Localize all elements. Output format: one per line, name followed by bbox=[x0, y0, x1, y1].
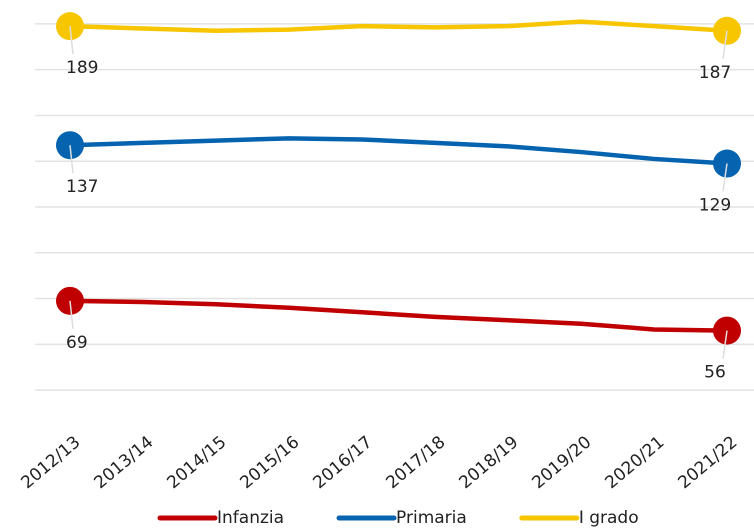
x-tick-label: 2020/21 bbox=[601, 432, 668, 493]
data-label: 129 bbox=[699, 196, 731, 216]
legend-label: Primaria bbox=[396, 508, 467, 528]
label-leader bbox=[722, 163, 728, 192]
data-label: 189 bbox=[66, 58, 98, 78]
x-tick-label: 2017/18 bbox=[382, 432, 449, 493]
series-line bbox=[69, 19, 728, 34]
label-leader bbox=[722, 30, 728, 59]
legend-label: Infanzia bbox=[217, 508, 284, 528]
data-label: 137 bbox=[66, 177, 98, 197]
x-tick-label: 2018/19 bbox=[455, 432, 522, 493]
x-tick-label: 2021/22 bbox=[674, 432, 741, 493]
x-tick-label: 2014/15 bbox=[163, 432, 230, 493]
end-marker bbox=[713, 16, 741, 45]
x-tick-label: 2019/20 bbox=[528, 432, 595, 493]
label-leader bbox=[69, 145, 74, 174]
series-line bbox=[69, 136, 728, 166]
x-tick-label: 2013/14 bbox=[90, 432, 157, 493]
data-label: 187 bbox=[699, 63, 731, 83]
x-tick-label: 2015/16 bbox=[236, 432, 303, 493]
label-leader bbox=[69, 300, 74, 329]
data-label: 56 bbox=[704, 363, 726, 383]
label-leader bbox=[69, 26, 74, 55]
x-tick-label: 2016/17 bbox=[309, 432, 376, 493]
legend-label: I grado bbox=[579, 508, 639, 528]
x-tick-label: 2012/13 bbox=[17, 432, 84, 493]
series-line bbox=[69, 298, 728, 333]
data-label: 69 bbox=[66, 333, 88, 353]
label-leader bbox=[722, 330, 728, 359]
